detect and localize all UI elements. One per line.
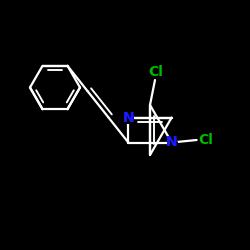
Text: N: N xyxy=(166,136,177,149)
Text: Cl: Cl xyxy=(148,65,163,79)
Text: N: N xyxy=(122,110,134,124)
Text: Cl: Cl xyxy=(198,133,213,147)
Text: N: N xyxy=(166,136,177,149)
Text: N: N xyxy=(122,110,134,124)
